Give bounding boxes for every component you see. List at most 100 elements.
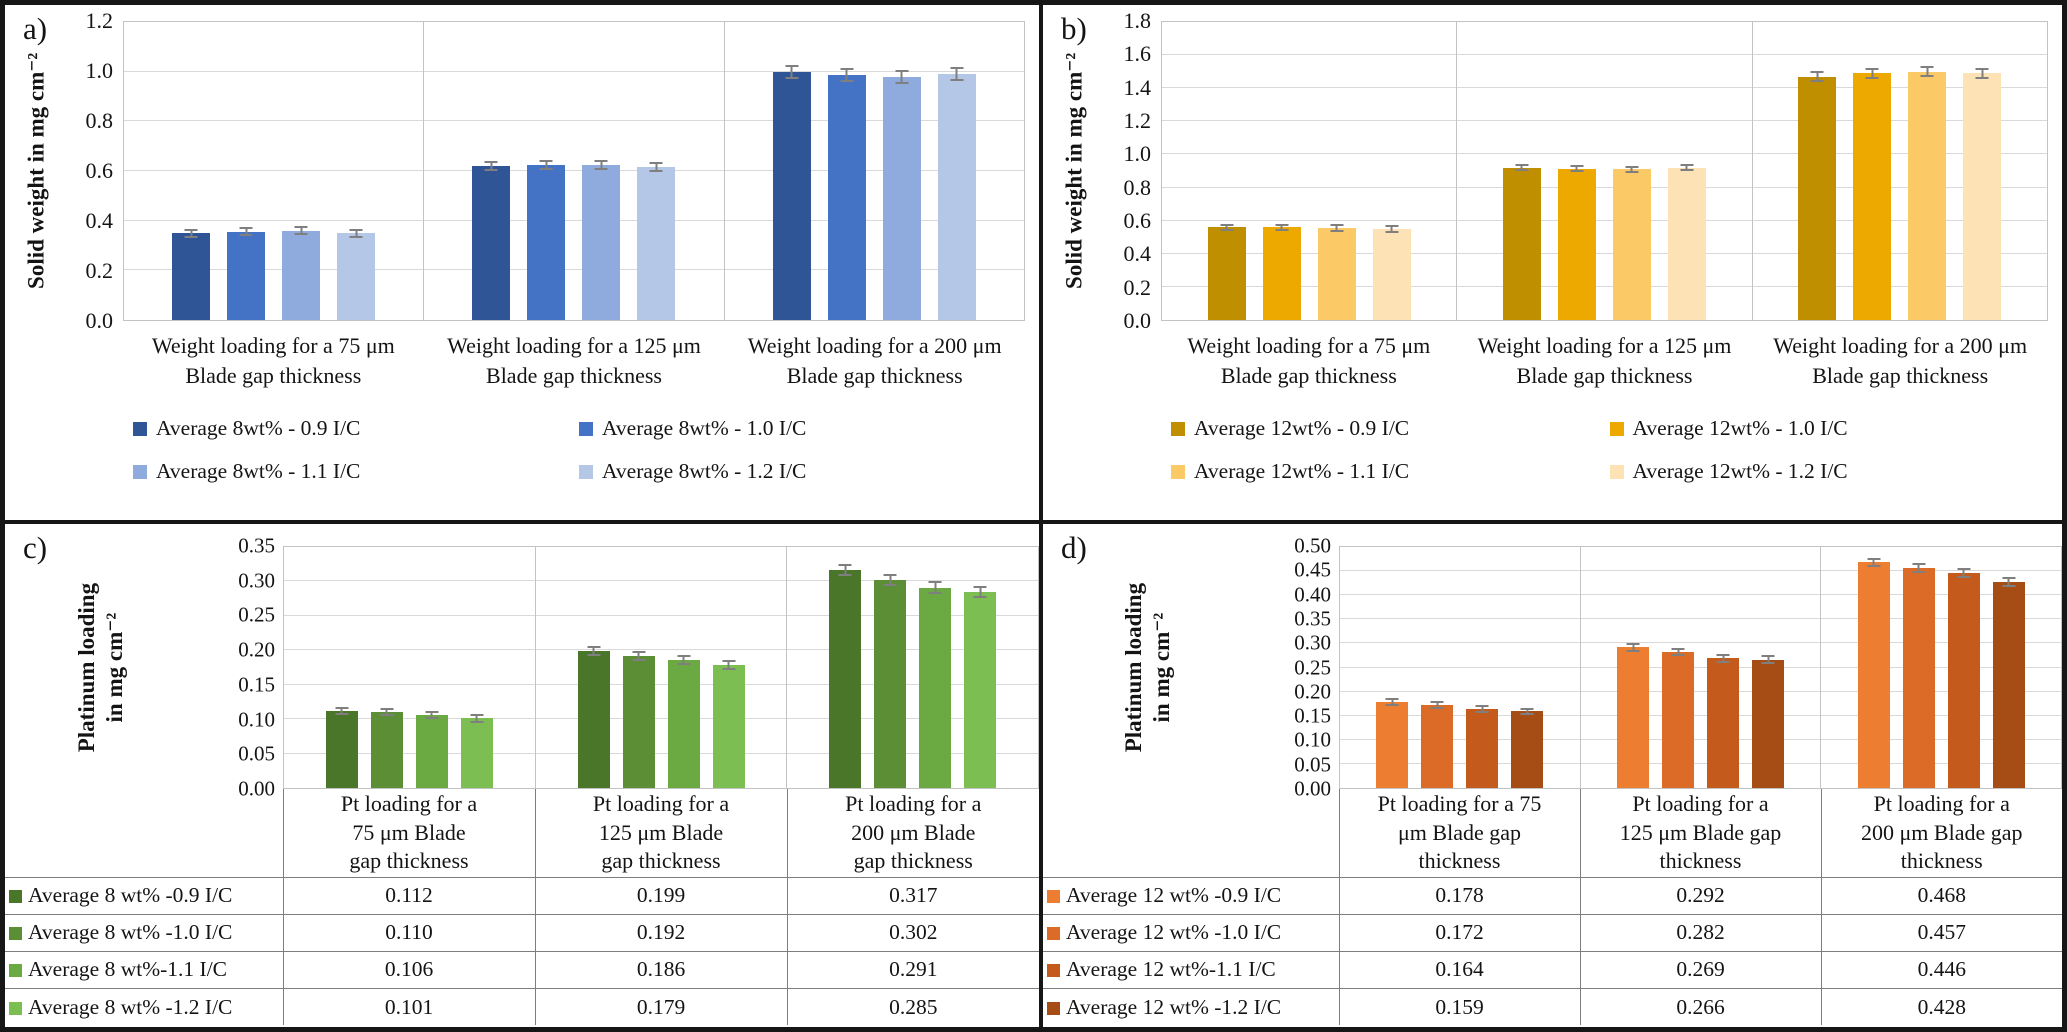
bar bbox=[829, 563, 862, 788]
bar bbox=[282, 226, 321, 320]
y-axis-label: Solid weight in mg cm⁻² bbox=[23, 52, 49, 290]
value-cell: 0.110 bbox=[282, 913, 536, 952]
row-label-cell: Average 8 wt%-1.1 I/C bbox=[5, 950, 284, 989]
category-group bbox=[1456, 22, 1751, 320]
error-bar-stem bbox=[490, 163, 493, 170]
gridline bbox=[124, 170, 1024, 171]
bar bbox=[827, 68, 866, 320]
value-cell: 0.112 bbox=[282, 876, 536, 915]
row-label-cell: Average 8 wt% -1.2 I/C bbox=[5, 987, 284, 1026]
x-axis-category-label: Weight loading for a 200 μm Blade gap thi… bbox=[1773, 333, 2028, 388]
y-tick-label: 0.6 bbox=[85, 158, 114, 183]
bar bbox=[172, 228, 211, 320]
value-cell: 0.428 bbox=[1820, 987, 2062, 1026]
y-tick-label: 0.2 bbox=[85, 258, 114, 283]
error-bar-stem bbox=[1630, 167, 1633, 171]
error-bar bbox=[294, 226, 308, 236]
panel-d: d) Platinum loading in mg cm⁻² 0.50 0.45 0.4… bbox=[1041, 522, 2064, 1029]
error-bar-stem bbox=[1575, 166, 1578, 171]
bar bbox=[337, 228, 376, 320]
bar bbox=[964, 585, 997, 788]
error-bar-stem bbox=[600, 161, 603, 168]
error-bar-stem bbox=[340, 708, 343, 714]
y-tick-label: 1.6 bbox=[1123, 41, 1152, 67]
plot-area bbox=[283, 546, 1039, 789]
error-bar-stem bbox=[1390, 227, 1393, 231]
error-bar-stem bbox=[1981, 70, 1984, 77]
panel-d-content: Platinum loading in mg cm⁻² 0.50 0.45 0.40 0.… bbox=[1043, 524, 2062, 1027]
category-group bbox=[1340, 547, 1580, 788]
y-tick-label: 0.05 bbox=[238, 741, 275, 766]
y-axis-label-container: Solid weight in mg cm⁻² bbox=[11, 21, 61, 321]
panel-a: a) Solid weight in mg cm⁻² 1.2 1.0 0.8 0.6 0.… bbox=[3, 3, 1041, 522]
value-cell: 0.106 bbox=[282, 950, 536, 989]
error-bar bbox=[1957, 568, 1971, 578]
value-cell: 0.291 bbox=[786, 950, 1039, 989]
error-bar bbox=[1625, 165, 1639, 173]
legend-swatch bbox=[1047, 927, 1060, 941]
y-tick-label: 0.00 bbox=[238, 776, 275, 801]
bar bbox=[1612, 165, 1651, 320]
legend-label: Average 12wt% - 1.2 I/C bbox=[1632, 459, 1848, 484]
legend-swatch bbox=[9, 964, 22, 978]
error-bar-stem bbox=[889, 575, 892, 585]
error-bar bbox=[470, 714, 484, 723]
error-bar bbox=[785, 64, 799, 79]
bar bbox=[370, 708, 403, 788]
bar bbox=[1667, 164, 1706, 320]
gridline bbox=[124, 269, 1024, 271]
plot-area bbox=[123, 21, 1025, 321]
y-tick-label: 0.05 bbox=[1294, 752, 1331, 777]
error-bar bbox=[349, 228, 363, 238]
bar bbox=[667, 655, 700, 788]
gridline bbox=[1162, 120, 2047, 122]
gridline bbox=[1340, 594, 2061, 596]
gridline bbox=[1340, 618, 2061, 620]
error-bar bbox=[1865, 68, 1879, 79]
error-bar bbox=[335, 706, 349, 716]
category-group bbox=[1162, 22, 1456, 320]
error-bar bbox=[1810, 71, 1824, 82]
error-bar bbox=[1867, 557, 1881, 568]
panel-letter-a: a) bbox=[23, 11, 48, 46]
table-row: Average 8 wt% -0.9 I/C 0.112 0.199 0.317 bbox=[5, 876, 1039, 915]
y-tick-label: 1.0 bbox=[1123, 141, 1152, 167]
chart-row: Solid weight in mg cm⁻² 1.2 1.0 0.8 0.6 0.4 0.… bbox=[11, 10, 1025, 332]
bar bbox=[1857, 557, 1890, 788]
legend-label: Average 8wt% - 1.0 I/C bbox=[602, 416, 807, 441]
y-tick-label: 0.45 bbox=[1294, 557, 1331, 582]
table-corner-cell bbox=[1043, 789, 1340, 878]
bar bbox=[1853, 68, 1892, 320]
table-column-header: Pt loading for a 200 μm Blade gap thicknes… bbox=[786, 789, 1039, 878]
bar bbox=[772, 64, 811, 320]
panel-c-content: Platinum loading in mg cm⁻² 0.35 0.30 0.25 0.… bbox=[5, 524, 1039, 1027]
error-bar-stem bbox=[385, 710, 388, 715]
value-cell: 0.285 bbox=[786, 987, 1039, 1026]
table-column-header: Pt loading for a 125 μm Blade gap thicknes… bbox=[534, 789, 788, 878]
error-bar-stem bbox=[979, 587, 982, 596]
bar bbox=[882, 69, 921, 320]
error-bar bbox=[649, 162, 663, 173]
y-tick-label: 0.15 bbox=[238, 672, 275, 697]
error-bar-stem bbox=[1391, 700, 1394, 705]
y-tick-label: 0.10 bbox=[238, 707, 275, 732]
bar bbox=[874, 573, 907, 788]
table-header-row: Pt loading for a 75 μm Blade gap thickness… bbox=[5, 789, 1039, 878]
error-bar-stem bbox=[1335, 226, 1338, 230]
y-tick-label: 0.25 bbox=[1294, 655, 1331, 679]
x-axis-category-label: Weight loading for a 75 μm Blade gap thic… bbox=[1187, 333, 1431, 388]
error-bar bbox=[722, 659, 735, 670]
error-bar bbox=[1430, 701, 1444, 709]
row-label: Average 8 wt% -0.9 I/C bbox=[28, 883, 233, 908]
table-row: Average 12 wt%-1.1 I/C 0.164 0.269 0.446 bbox=[1043, 950, 2062, 989]
table-row: Average 8 wt% -1.0 I/C 0.110 0.192 0.302 bbox=[5, 913, 1039, 952]
error-bar-stem bbox=[1436, 703, 1439, 707]
chart-row: Platinum loading in mg cm⁻² 0.50 0.45 0.40 0.… bbox=[1043, 535, 2062, 799]
y-axis-ticks: 1.8 1.6 1.4 1.2 1.0 0.8 0.6 0.4 0.2 0.0 bbox=[1099, 10, 1161, 332]
error-bar bbox=[1385, 225, 1399, 233]
error-bar-stem bbox=[545, 161, 548, 168]
bar bbox=[1511, 707, 1544, 788]
gridline bbox=[1162, 153, 2047, 155]
legend-item: Average 12wt% - 1.2 I/C bbox=[1609, 459, 2049, 484]
value-cell: 0.302 bbox=[786, 913, 1039, 952]
